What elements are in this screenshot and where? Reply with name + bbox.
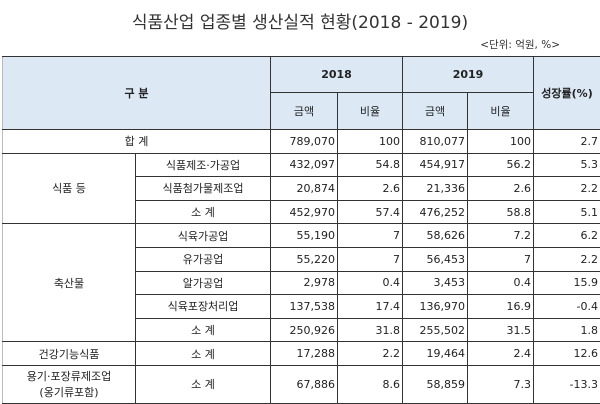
cell-ratio-2018: 8.6	[338, 365, 403, 403]
cell-ratio-2018: 17.4	[338, 295, 403, 319]
cell-amount-2019: 58,859	[403, 365, 468, 403]
cell-growth: 12.6	[534, 342, 600, 366]
cell-amount-2018: 67,886	[271, 365, 338, 403]
cell-ratio-2019: 58.8	[468, 200, 534, 224]
cell-amount-2018: 452,970	[271, 200, 338, 224]
cell-ratio-2018: 2.6	[338, 177, 403, 201]
cell-ratio-2018: 57.4	[338, 200, 403, 224]
cell-amount-2019: 19,464	[403, 342, 468, 366]
cell-ratio-2018: 7	[338, 247, 403, 271]
cell-ratio-2018: 31.8	[338, 318, 403, 342]
table-row: 건강기능식품 소 계 17,288 2.2 19,464 2.4 12.6	[3, 342, 600, 366]
cell-amount-2018: 432,097	[271, 153, 338, 177]
cell-ratio-2018: 0.4	[338, 271, 403, 295]
cell-amount-2019: 136,970	[403, 295, 468, 319]
cell-amount-2018: 789,070	[271, 130, 338, 154]
cell-amount-2018: 55,220	[271, 247, 338, 271]
cell-ratio-2018: 7	[338, 224, 403, 248]
cell-amount-2019: 454,917	[403, 153, 468, 177]
header-2018: 2018	[271, 57, 403, 93]
row-label: 소 계	[136, 342, 271, 366]
cell-amount-2019: 255,502	[403, 318, 468, 342]
cell-ratio-2019: 16.9	[468, 295, 534, 319]
cell-growth: 6.2	[534, 224, 600, 248]
cell-ratio-2019: 100	[468, 130, 534, 154]
group-label: 용기·포장류제조업 (옹기류포함)	[3, 365, 136, 403]
cell-growth: 1.8	[534, 318, 600, 342]
cell-amount-2018: 55,190	[271, 224, 338, 248]
header-category: 구 분	[3, 57, 271, 130]
cell-ratio-2019: 7.2	[468, 224, 534, 248]
row-label: 소 계	[136, 200, 271, 224]
page-title: 식품산업 업종별 생산실적 현황(2018 - 2019)	[0, 8, 600, 33]
cell-growth: 2.2	[534, 247, 600, 271]
cell-amount-2018: 137,538	[271, 295, 338, 319]
cell-amount-2019: 21,336	[403, 177, 468, 201]
cell-amount-2019: 3,453	[403, 271, 468, 295]
cell-amount-2018: 17,288	[271, 342, 338, 366]
cell-amount-2019: 476,252	[403, 200, 468, 224]
cell-growth: -0.4	[534, 295, 600, 319]
row-label: 소 계	[136, 365, 271, 403]
cell-growth: -13.3	[534, 365, 600, 403]
cell-ratio-2018: 100	[338, 130, 403, 154]
table-row: 용기·포장류제조업 (옹기류포함) 소 계 67,886 8.6 58,859 7.…	[3, 365, 600, 403]
group-label: 건강기능식품	[3, 342, 136, 366]
group-name: 식품 등	[52, 182, 86, 195]
row-label: 식품첨가물제조업	[136, 177, 271, 201]
cell-amount-2019: 58,626	[403, 224, 468, 248]
cell-ratio-2019: 2.6	[468, 177, 534, 201]
group-name: 용기·포장류제조업	[27, 370, 111, 383]
cell-ratio-2019: 0.4	[468, 271, 534, 295]
group-name: 건강기능식품	[39, 348, 100, 361]
header-ratio-2019: 비율	[468, 93, 534, 130]
cell-ratio-2019: 31.5	[468, 318, 534, 342]
header-amount-2019: 금액	[403, 93, 468, 130]
header-amount-2018: 금액	[271, 93, 338, 130]
group-label: 축산물	[3, 224, 136, 342]
row-label: 알가공업	[136, 271, 271, 295]
table-row-total: 합 계 789,070 100 810,077 100 2.7	[3, 130, 600, 154]
cell-amount-2018: 2,978	[271, 271, 338, 295]
row-label: 식육가공업	[136, 224, 271, 248]
header-growth: 성장률(%)	[534, 57, 600, 130]
cell-ratio-2019: 7.3	[468, 365, 534, 403]
group-name: 축산물	[54, 277, 84, 290]
group-name-note: (옹기류포함)	[39, 386, 98, 399]
cell-amount-2018: 20,874	[271, 177, 338, 201]
row-label: 식품제조·가공업	[136, 153, 271, 177]
total-label: 합 계	[3, 130, 271, 154]
group-label: 식품 등	[3, 153, 136, 224]
row-label: 소 계	[136, 318, 271, 342]
row-label: 식육포장처리업	[136, 295, 271, 319]
cell-amount-2018: 250,926	[271, 318, 338, 342]
cell-growth: 2.2	[534, 177, 600, 201]
header-2019: 2019	[403, 57, 534, 93]
cell-ratio-2018: 54.8	[338, 153, 403, 177]
cell-ratio-2019: 7	[468, 247, 534, 271]
cell-amount-2019: 810,077	[403, 130, 468, 154]
cell-growth: 5.1	[534, 200, 600, 224]
cell-growth: 2.7	[534, 130, 600, 154]
cell-ratio-2018: 2.2	[338, 342, 403, 366]
header-ratio-2018: 비율	[338, 93, 403, 130]
cell-growth: 15.9	[534, 271, 600, 295]
cell-growth: 5.3	[534, 153, 600, 177]
production-table: 구 분 2018 2019 성장률(%) 금액 비율 금액 비율 합 계 789…	[2, 56, 600, 404]
unit-note: <단위: 억원, %>	[480, 37, 560, 52]
cell-amount-2019: 56,453	[403, 247, 468, 271]
row-label: 유가공업	[136, 247, 271, 271]
cell-ratio-2019: 2.4	[468, 342, 534, 366]
cell-ratio-2019: 56.2	[468, 153, 534, 177]
